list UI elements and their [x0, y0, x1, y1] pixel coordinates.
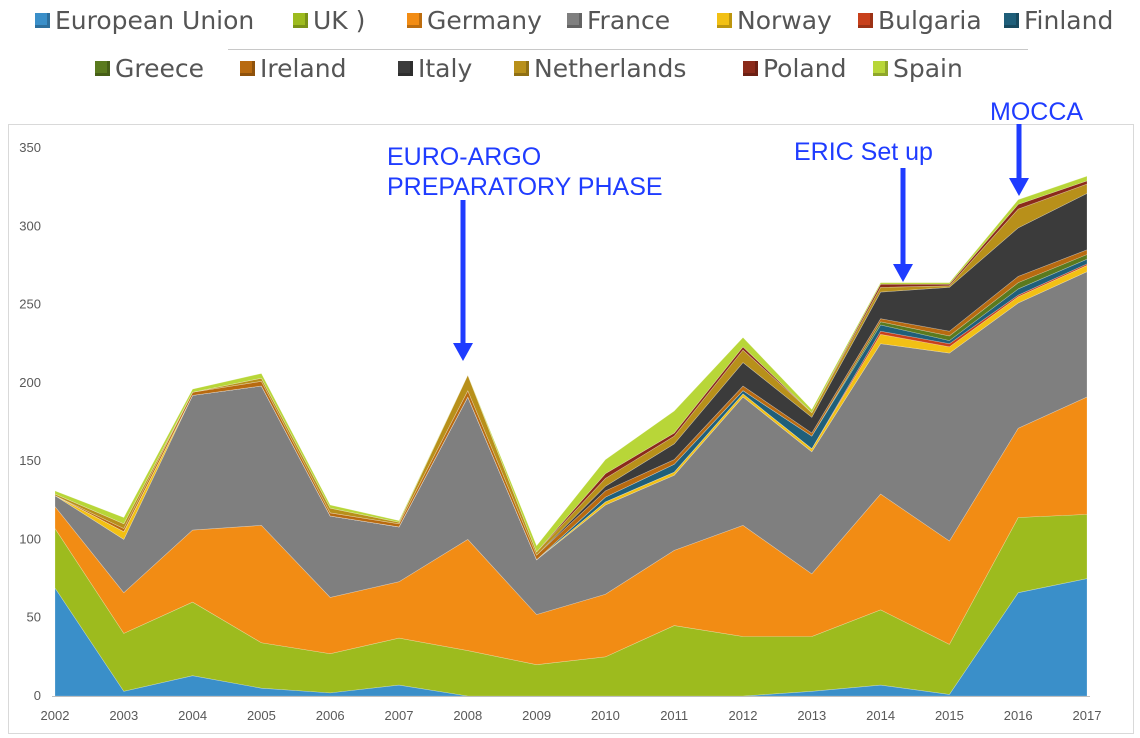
chart-legend: European Union UK ) Germany France Norway Bul… [0, 0, 1140, 100]
legend-label: Ireland [260, 54, 347, 83]
x-tick-label: 2015 [935, 708, 964, 723]
legend-label: Bulgaria [878, 6, 982, 35]
legend-swatch-norway [717, 13, 732, 28]
annotation-line: PREPARATORY PHASE [387, 173, 663, 201]
x-tick-label: 2011 [660, 708, 688, 723]
area-netherlands [54, 183, 1088, 556]
plot-area-frame [8, 124, 1134, 734]
legend-item-germany: Germany [407, 6, 542, 35]
legend-label: Greece [115, 54, 204, 83]
x-tick-label: 2004 [178, 708, 207, 723]
x-tick-label: 2012 [729, 708, 758, 723]
legend-row-1: European Union UK ) Germany France Norway Bul… [0, 6, 1140, 46]
y-tick-label: 250 [19, 297, 41, 312]
legend-item-ireland: Ireland [240, 54, 346, 83]
legend-swatch-ireland [240, 61, 255, 76]
legend-item-italy: Italy [398, 54, 472, 83]
legend-item-uk: UK ) [293, 6, 365, 35]
area-uk [54, 514, 1088, 697]
legend-label: European Union [55, 6, 255, 35]
y-tick-label: 50 [27, 610, 41, 625]
area-germany [54, 396, 1088, 665]
annotation-mocca: MOCCA [990, 97, 1083, 127]
y-tick-label: 100 [19, 531, 41, 546]
y-tick-label: 350 [19, 140, 41, 155]
legend-label: Germany [427, 6, 542, 35]
annotation-arrow [1009, 124, 1029, 196]
legend-item-norway: Norway [717, 6, 832, 35]
annotation-arrow [893, 168, 913, 282]
annotation-arrow [453, 200, 473, 361]
x-tick-label: 2007 [385, 708, 414, 723]
legend-item-spain: Spain [873, 54, 963, 83]
legend-swatch-spain [873, 61, 888, 76]
x-tick-label: 2013 [797, 708, 826, 723]
legend-item-france: France [567, 6, 670, 35]
legend-swatch-poland [743, 61, 758, 76]
legend-item-poland: Poland [743, 54, 846, 83]
x-tick-label: 2005 [247, 708, 276, 723]
x-tick-label: 2017 [1073, 708, 1102, 723]
area-poland [54, 180, 1088, 553]
legend-row-2: Greece Ireland Italy Netherlands Poland Spain [0, 54, 1140, 94]
legend-swatch-greece [95, 61, 110, 76]
x-tick-label: 2003 [109, 708, 138, 723]
legend-label: Netherlands [534, 54, 687, 83]
y-tick-label: 200 [19, 375, 41, 390]
annotation-eric-set-up: ERIC Set up [794, 137, 933, 167]
legend-label: Italy [418, 54, 473, 83]
legend-label: UK ) [313, 6, 366, 35]
legend-item-greece: Greece [95, 54, 204, 83]
annotation-arrows [453, 124, 1029, 361]
legend-label: Spain [893, 54, 963, 83]
area-bulgaria [54, 263, 1088, 561]
legend-item-european-union: European Union [35, 6, 254, 35]
area-spain [54, 175, 1088, 553]
legend-swatch-bulgaria [858, 13, 873, 28]
area-norway [54, 264, 1088, 561]
x-tick-label: 2016 [1004, 708, 1033, 723]
legend-label: France [587, 6, 671, 35]
y-tick-label: 300 [19, 218, 41, 233]
legend-item-bulgaria: Bulgaria [858, 6, 982, 35]
legend-swatch-european-union [35, 13, 50, 28]
x-tick-label: 2006 [316, 708, 345, 723]
legend-label: Poland [763, 54, 847, 83]
legend-item-netherlands: Netherlands [514, 54, 686, 83]
legend-swatch-germany [407, 13, 422, 28]
areas-layer [54, 175, 1088, 697]
x-tick-label: 2008 [453, 708, 482, 723]
annotation-line: MOCCA [990, 98, 1084, 126]
legend-swatch-france [567, 13, 582, 28]
annotation-line: EURO-ARGO [387, 143, 542, 171]
legend-swatch-netherlands [514, 61, 529, 76]
area-greece [54, 254, 1088, 561]
x-tick-label: 2010 [591, 708, 620, 723]
area-france [54, 271, 1088, 615]
x-tick-label: 2014 [866, 708, 895, 723]
legend-label: Finland [1024, 6, 1114, 35]
area-finland [54, 258, 1088, 561]
y-tick-label: 0 [34, 688, 41, 703]
legend-swatch-finland [1004, 13, 1019, 28]
x-tick-label: 2002 [41, 708, 70, 723]
annotation-line: ERIC Set up [794, 138, 933, 166]
legend-swatch-italy [398, 61, 413, 76]
legend-divider [228, 49, 1028, 50]
legend-item-finland: Finland [1004, 6, 1113, 35]
annotation-euro-argo: EURO-ARGO PREPARATORY PHASE [387, 142, 663, 202]
legend-label: Norway [737, 6, 832, 35]
y-tick-label: 150 [19, 453, 41, 468]
legend-swatch-uk [293, 13, 308, 28]
x-tick-label: 2009 [522, 708, 551, 723]
axis-layer: 0 50 100 150 200 250 300 350 2002 2003 2004 2005 200… [19, 140, 1101, 723]
